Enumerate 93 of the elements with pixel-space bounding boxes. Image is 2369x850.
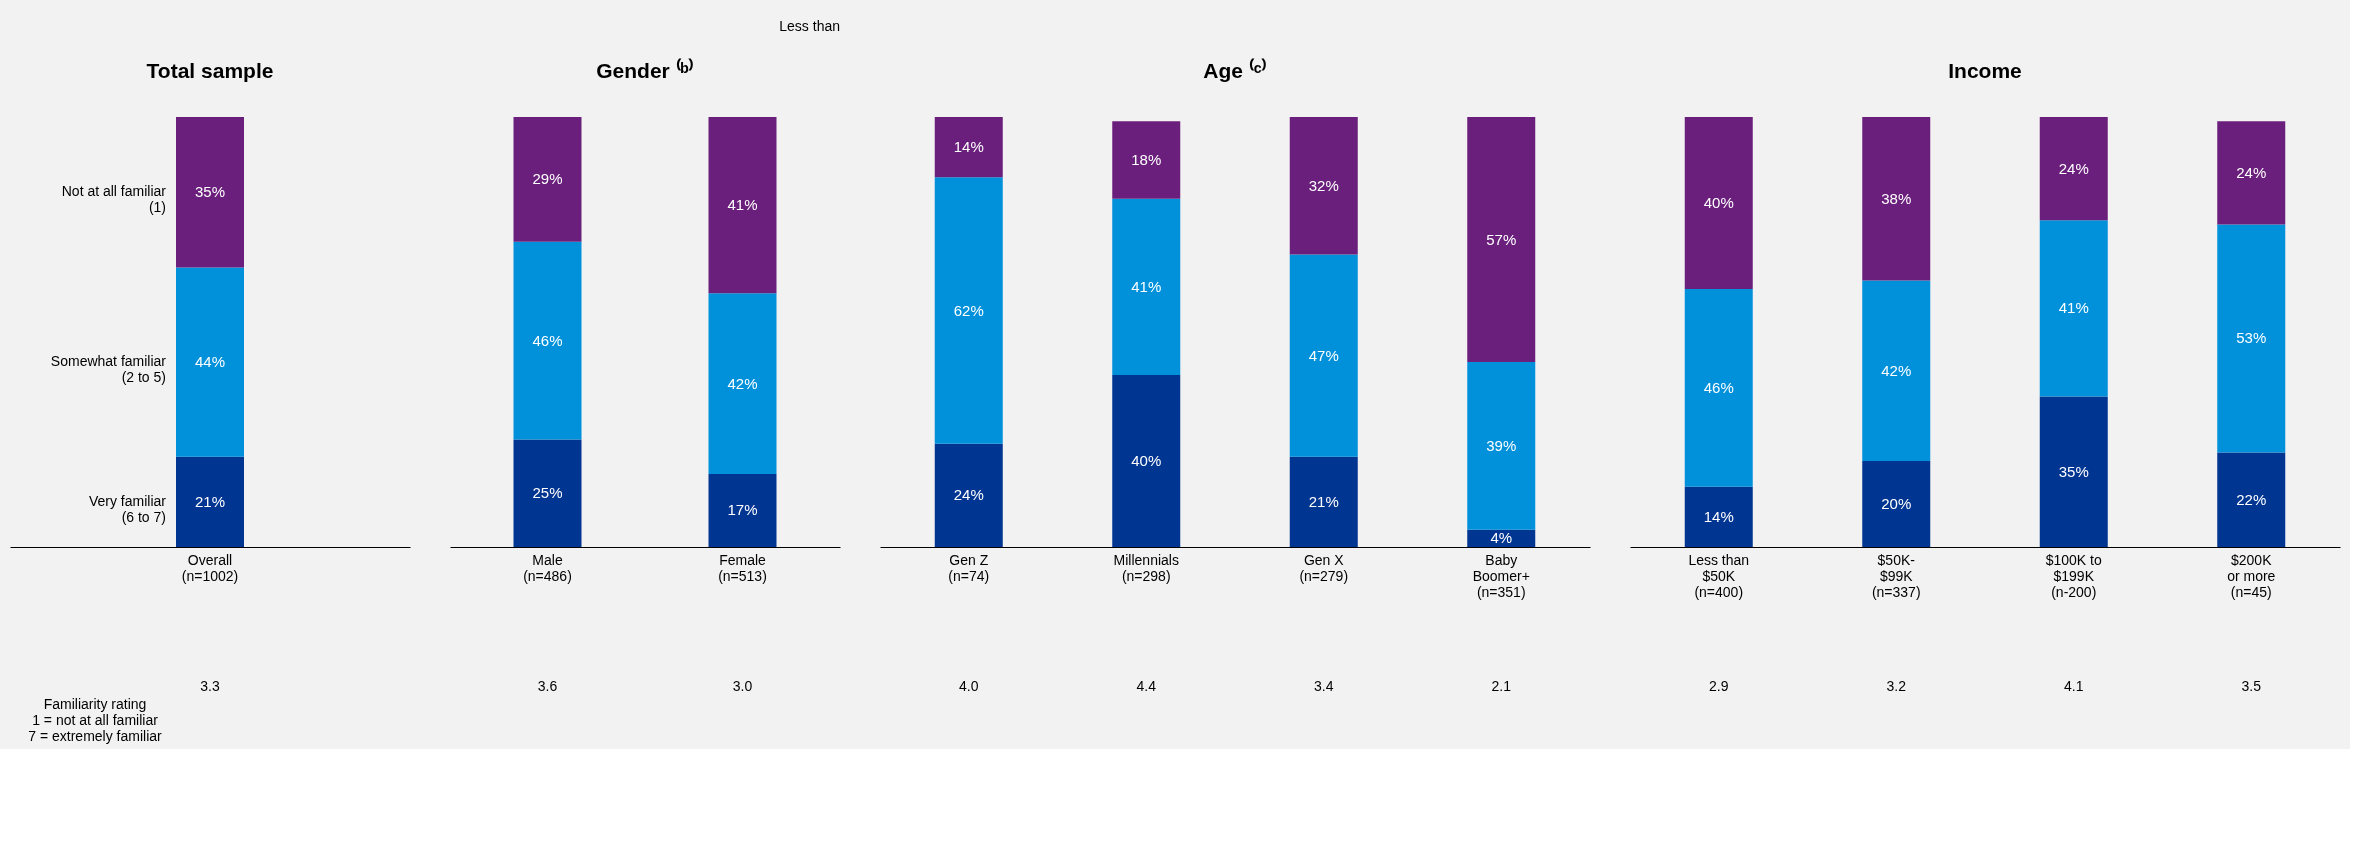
bar (1467, 362, 1536, 530)
data-label: 44% (194, 353, 226, 371)
x-tick-label: Millennials (n=298) (1113, 551, 1179, 584)
text: 3.3 (200, 678, 220, 694)
bar (708, 117, 777, 294)
x-tick-label: $100K to $199K (n-200) (2045, 551, 2102, 600)
bar (1684, 289, 1753, 487)
data-label: 29% (532, 170, 563, 188)
text: Familiarity rating 1 = not at all familiar 7 = extremely familiar (28, 696, 163, 744)
data-label: 40% (1131, 452, 1162, 469)
data-label: 32% (1308, 176, 1339, 194)
data-label: 17% (727, 501, 758, 519)
data-label: 42% (727, 374, 758, 392)
text: 3.4 (1314, 678, 1334, 694)
bar (1289, 456, 1358, 547)
chart-title: Age ⁽ᶜ⁾ (1203, 58, 1267, 82)
bar (934, 177, 1003, 444)
text: 2.1 (1491, 678, 1512, 694)
data-label: 42% (1881, 361, 1912, 379)
data-label: 41% (727, 196, 758, 214)
bar (2217, 121, 2286, 225)
bar (708, 293, 777, 474)
data-label: 39% (1486, 436, 1517, 454)
x-tick-label: Gen Z (n=74) (948, 551, 990, 584)
data-label: 53% (2236, 329, 2267, 347)
data-label: 24% (953, 486, 984, 504)
x-tick-label: Overall (n=1002) (181, 551, 239, 584)
bar (708, 473, 777, 547)
data-label: 62% (953, 301, 984, 319)
bar (1862, 461, 1931, 547)
bar (2039, 220, 2108, 397)
data-label: 46% (1703, 378, 1734, 396)
data-label: 35% (194, 183, 226, 201)
data-label: 14% (953, 138, 984, 156)
bar (2217, 452, 2286, 547)
bar (1112, 198, 1181, 375)
data-label: 57% (1486, 230, 1517, 248)
x-tick-label: $200K or more (n=45) (2227, 551, 2276, 600)
data-label: 14% (1703, 507, 1734, 525)
text: 2.9 (1709, 678, 1729, 694)
series-label: Very familiar (6 to 7) (88, 492, 167, 525)
data-label: 22% (2236, 490, 2267, 508)
data-label: 41% (2058, 299, 2089, 317)
series-label: Not at all familiar (1) (61, 183, 167, 216)
bar (1289, 254, 1358, 457)
bar (2217, 224, 2286, 453)
text: 3.0 (732, 678, 753, 694)
chart-title: Gender ⁽ᵇ⁾ (596, 58, 694, 82)
x-tick-label: Gen X (n=279) (1299, 551, 1349, 584)
data-label: 38% (1881, 189, 1912, 207)
series-label: Somewhat familiar (2 to 5) (50, 353, 167, 386)
text: 4.1 (2064, 678, 2084, 694)
text: 3.2 (1886, 678, 1907, 694)
bar (1467, 117, 1536, 363)
data-label: 21% (1308, 492, 1339, 510)
data-label: 40% (1703, 194, 1734, 211)
bar (1862, 117, 1931, 281)
data-label: 24% (2236, 163, 2267, 181)
bar (2039, 396, 2108, 547)
text: 4.4 (1136, 678, 1157, 694)
x-tick-label: Male (n=486) (523, 551, 572, 584)
data-label: 46% (532, 331, 563, 349)
data-label: 47% (1308, 346, 1339, 364)
chart-title: Income (1948, 59, 2022, 82)
bar (513, 117, 582, 242)
bar (513, 241, 582, 440)
data-label: 21% (194, 492, 226, 510)
text: 3.5 (2241, 678, 2262, 694)
bar (934, 443, 1003, 547)
data-label: 35% (2058, 462, 2089, 480)
bar (1289, 117, 1358, 255)
bar (934, 117, 1003, 178)
text: 4.0 (959, 678, 979, 694)
bar (513, 439, 582, 547)
data-label: 20% (1881, 495, 1912, 512)
bar (1112, 121, 1181, 199)
chart-title: Total sample (146, 59, 274, 82)
x-tick-label: Less than $50K (n=400) (1688, 551, 1750, 600)
x-tick-label: Female (n=513) (718, 551, 767, 584)
data-label: 25% (532, 484, 563, 502)
data-label: 4% (1490, 529, 1513, 547)
bar (1112, 375, 1181, 547)
bar (1684, 486, 1753, 547)
data-label: 18% (1131, 151, 1162, 168)
x-tick-label: $50K- $99K (n=337) (1871, 551, 1921, 600)
data-label: 41% (1131, 277, 1162, 295)
bar (1684, 117, 1753, 289)
bar (1862, 280, 1931, 461)
data-label: 24% (2058, 159, 2089, 177)
x-tick-label: Baby Boomer+ (n=351) (1472, 551, 1530, 600)
bar (2039, 117, 2108, 221)
text: 3.6 (537, 678, 558, 694)
text: Less than (779, 18, 840, 34)
